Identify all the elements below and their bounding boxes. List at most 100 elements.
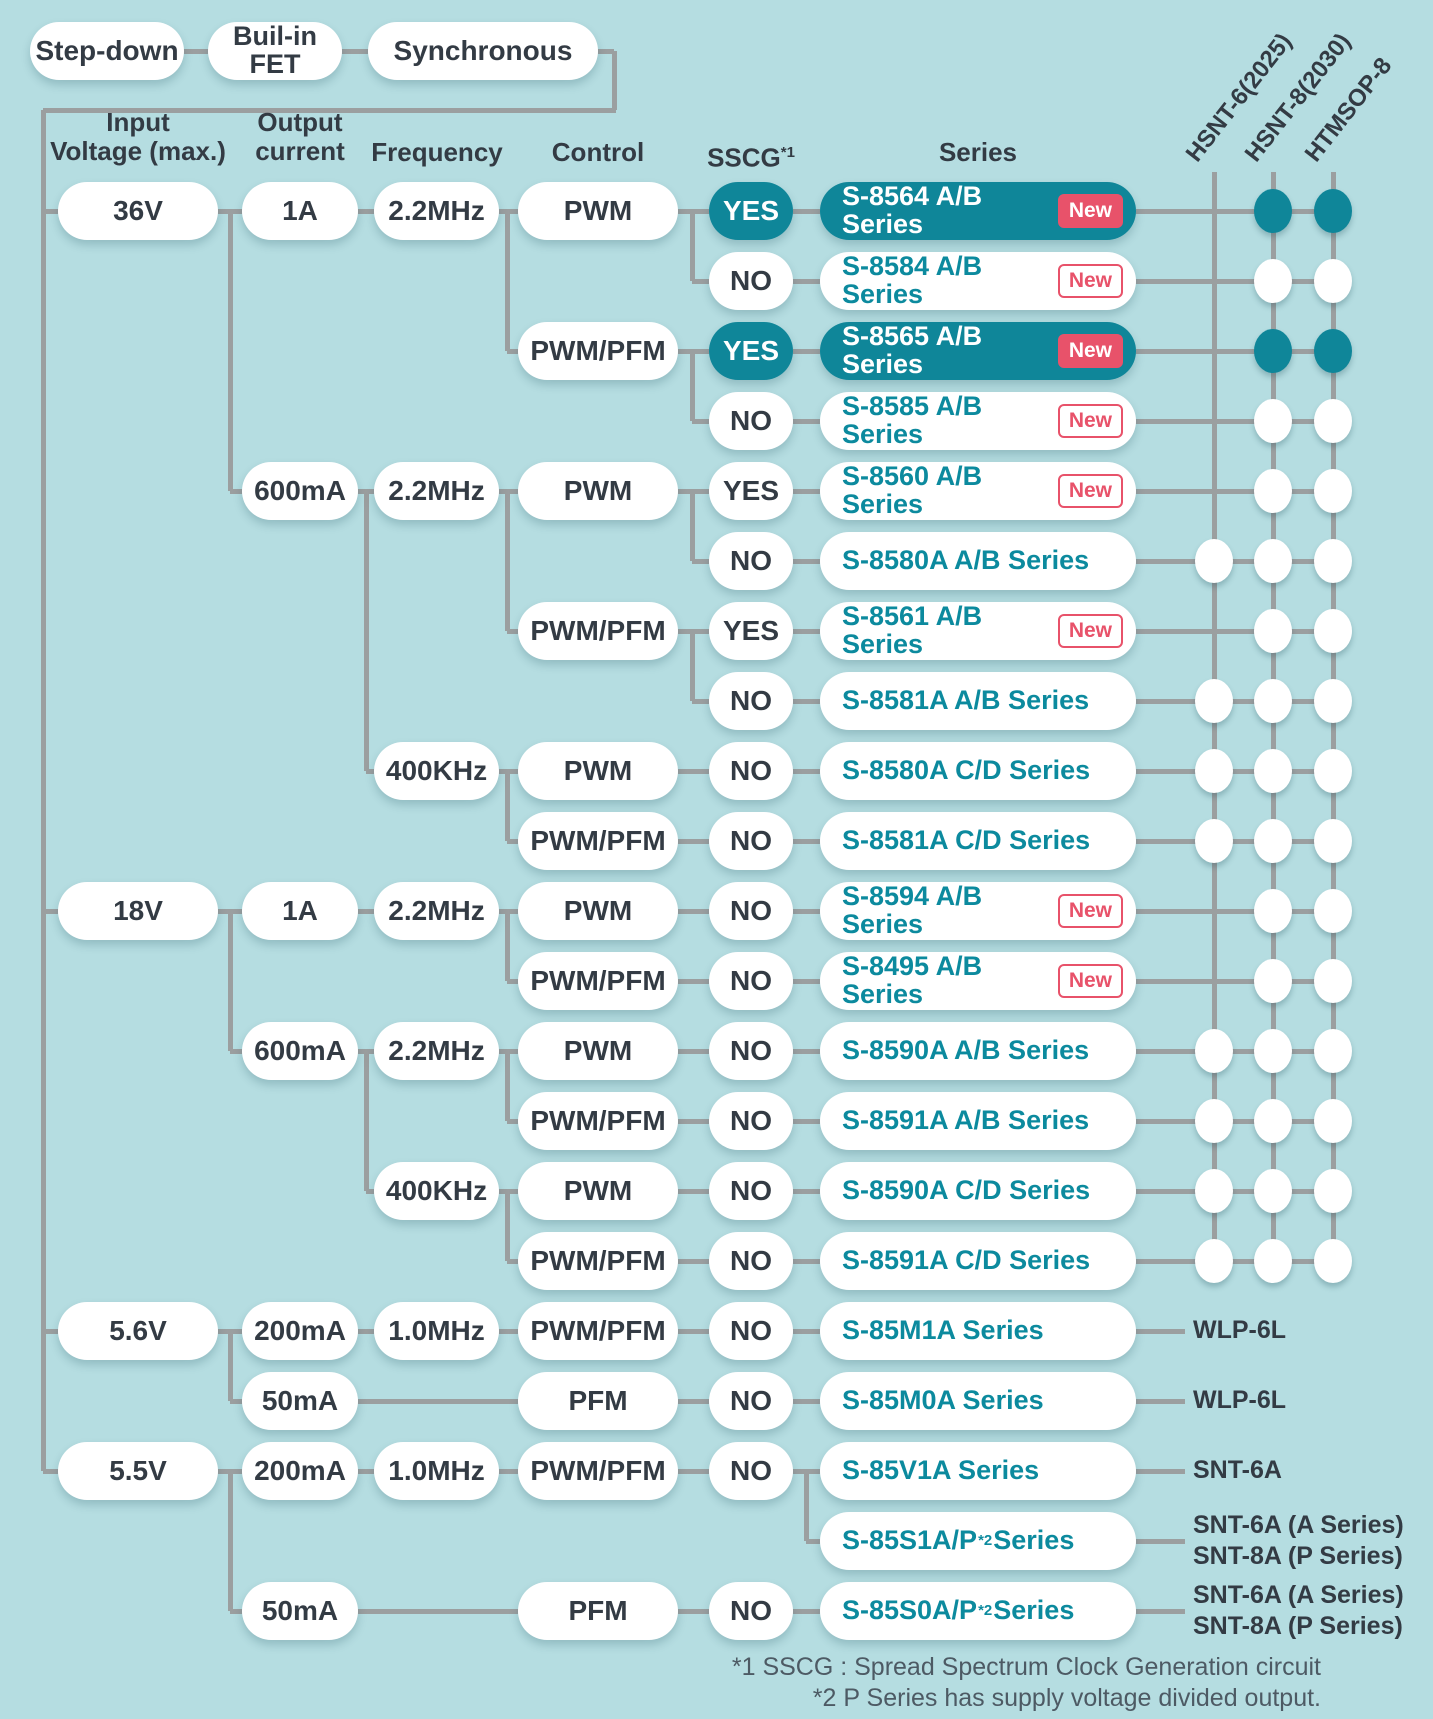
control-pill-36v-2-2mhz-pwm-r1: PWM	[518, 182, 678, 240]
connector-line	[366, 1189, 374, 1194]
series-pill-s-8580a-a-b-series[interactable]: S-8580A A/B Series	[820, 532, 1136, 590]
series-pill-s-8590a-c-d-series[interactable]: S-8590A C/D Series	[820, 1162, 1136, 1220]
voltage-pill-36v: 36V	[58, 182, 218, 240]
connector-line	[692, 699, 709, 704]
current-pill-36v-600ma: 600mA	[242, 462, 358, 520]
connector-line	[1136, 349, 1333, 354]
series-pill-s-8560-a-b-series[interactable]: S-8560 A/B Series New	[820, 462, 1136, 520]
sscg-pill-yes-r3: YES	[709, 322, 793, 380]
control-pill-36v-2-2mhz-pwm-pfm-r7-label: PWM/PFM	[530, 614, 666, 646]
package-name-line: SNT-6A (A Series)	[1193, 1581, 1404, 1609]
package-dot-htmsop-8-r10	[1314, 819, 1352, 863]
control-pill-5-5v-1-0mhz-pwm-pfm-r19-label: PWM/PFM	[530, 1454, 666, 1486]
connector-line	[358, 1609, 518, 1614]
connector-line	[507, 1119, 518, 1124]
connector-line	[505, 491, 510, 631]
control-pill-18v-2-2mhz-pwm-r11-label: PWM	[563, 894, 633, 926]
series-pill-s-8591a-c-d-series[interactable]: S-8591A C/D Series	[820, 1232, 1136, 1290]
sscg-pill-no-r4-label: NO	[730, 404, 772, 436]
connector-line	[1136, 209, 1333, 214]
frequency-pill-18v-1a-2-2mhz-label: 2.2MHz	[388, 894, 485, 926]
control-pill-18v-2-2mhz-pwm-pfm-r14-label: PWM/PFM	[530, 1104, 666, 1136]
series-name: S-8590A C/D Series	[842, 1175, 1091, 1206]
connector-line	[43, 909, 58, 914]
series-pill-s-8594-a-b-series[interactable]: S-8594 A/B Series New	[820, 882, 1136, 940]
package-dot-hsnt-8-2030-r6	[1254, 539, 1292, 583]
connector-line	[793, 559, 820, 564]
series-pill-s-8495-a-b-series[interactable]: S-8495 A/B Series New	[820, 952, 1136, 1010]
sscg-pill-yes-r7-label: YES	[722, 614, 780, 646]
connector-line	[499, 1469, 518, 1474]
current-pill-5-5v-200ma-label: 200mA	[254, 1454, 346, 1486]
control-pill-36v-400khz-pwm-pfm-r10: PWM/PFM	[518, 812, 678, 870]
control-pill-5-6v-50ma-pfm: PFM	[518, 1372, 678, 1430]
package-dot-hsnt-8-2030-r15	[1254, 1169, 1292, 1213]
connector-line	[230, 1399, 242, 1404]
control-pill-18v-400khz-pwm-pfm-r16-label: PWM/PFM	[530, 1244, 666, 1276]
series-pill-s-85m1a-series[interactable]: S-85M1A Series	[820, 1302, 1136, 1360]
series-pill-s-85s0a-p[interactable]: S-85S0A/P *2 Series	[820, 1582, 1136, 1640]
package-dot-htmsop-8-r1	[1314, 189, 1352, 233]
connector-line	[678, 769, 709, 774]
connector-line	[793, 1189, 820, 1194]
sscg-pill-no-r12: NO	[709, 952, 793, 1010]
series-pill-s-85m0a-series[interactable]: S-85M0A Series	[820, 1372, 1136, 1430]
connector-line	[1136, 279, 1333, 284]
series-pill-s-85s1a-p[interactable]: S-85S1A/P *2 Series	[820, 1512, 1136, 1570]
connector-line	[598, 49, 614, 54]
series-name: S-8580A C/D Series	[842, 755, 1091, 786]
connector-line	[507, 1259, 518, 1264]
series-pill-s-8584-a-b-series[interactable]: S-8584 A/B Series New	[820, 252, 1136, 310]
package-dot-hsnt-6-2025-r15	[1195, 1169, 1233, 1213]
connector-line	[228, 911, 233, 1051]
frequency-pill-36v-1a-2-2mhz: 2.2MHz	[374, 182, 499, 240]
series-name: S-8560 A/B Series	[842, 461, 983, 519]
series-pill-s-8591a-a-b-series[interactable]: S-8591A A/B Series	[820, 1092, 1136, 1150]
current-pill-36v-600ma-label: 600mA	[254, 474, 346, 506]
connector-line	[678, 1189, 709, 1194]
sscg-pill-yes-r3-label: YES	[722, 334, 780, 366]
package-name-text-r18: WLP-6L	[1193, 1385, 1286, 1416]
series-pill-s-8580a-c-d-series[interactable]: S-8580A C/D Series	[820, 742, 1136, 800]
package-name-text-r21: SNT-6A (A Series) SNT-8A (P Series)	[1193, 1580, 1404, 1642]
footnote-2: *2 P Series has supply voltage divided o…	[812, 1684, 1321, 1712]
control-pill-36v-2-2mhz-pwm-pfm-r7: PWM/PFM	[518, 602, 678, 660]
series-pill-s-8585-a-b-series[interactable]: S-8585 A/B Series New	[820, 392, 1136, 450]
new-badge: New	[1057, 614, 1123, 648]
series-pill-s-8590a-a-b-series[interactable]: S-8590A A/B Series	[820, 1022, 1136, 1080]
sscg-pill-yes-r5-label: YES	[722, 474, 780, 506]
flow-node-built-in-fet: Buil-in FET	[208, 22, 342, 80]
series-name: S-8591A A/B Series	[842, 1105, 1090, 1136]
series-pill-s-8561-a-b-series[interactable]: S-8561 A/B Series New	[820, 602, 1136, 660]
sscg-pill-no-r21: NO	[709, 1582, 793, 1640]
connector-line	[1136, 1399, 1185, 1404]
package-dot-hsnt-8-2030-r1	[1254, 189, 1292, 233]
flow-node-synchronous-label: Synchronous	[393, 34, 573, 66]
package-dot-htmsop-8-r9	[1314, 749, 1352, 793]
sscg-pill-no-r9: NO	[709, 742, 793, 800]
sscg-pill-no-r19-label: NO	[730, 1454, 772, 1486]
connector-line	[358, 1329, 374, 1334]
connector-line	[678, 979, 709, 984]
connector-line	[793, 699, 820, 704]
current-pill-5-6v-200ma: 200mA	[242, 1302, 358, 1360]
package-dot-htmsop-8-r13	[1314, 1029, 1352, 1073]
sscg-pill-yes-r1-label: YES	[722, 194, 780, 226]
series-pill-s-8581a-a-b-series[interactable]: S-8581A A/B Series	[820, 672, 1136, 730]
connector-line	[499, 1329, 518, 1334]
package-name-line: WLP-6L	[1193, 1386, 1287, 1414]
package-name-text-r17: WLP-6L	[1193, 1315, 1286, 1346]
package-dot-hsnt-8-2030-r9	[1254, 749, 1292, 793]
sscg-pill-no-r9-label: NO	[730, 754, 772, 786]
package-name-text-r19: SNT-6A	[1193, 1455, 1282, 1486]
series-pill-s-8565-a-b-series[interactable]: S-8565 A/B Series New	[820, 322, 1136, 380]
series-pill-s-8564-a-b-series[interactable]: S-8564 A/B Series New	[820, 182, 1136, 240]
column-header-sscg: SSCG*1	[707, 142, 795, 173]
frequency-pill-18v-600ma-2-2mhz: 2.2MHz	[374, 1022, 499, 1080]
current-pill-5-5v-50ma: 50mA	[242, 1582, 358, 1640]
package-dot-hsnt-8-2030-r8	[1254, 679, 1292, 723]
connector-line	[678, 1049, 709, 1054]
new-badge: New	[1057, 334, 1123, 368]
series-pill-s-85v1a-series[interactable]: S-85V1A Series	[820, 1442, 1136, 1500]
series-pill-s-8581a-c-d-series[interactable]: S-8581A C/D Series	[820, 812, 1136, 870]
